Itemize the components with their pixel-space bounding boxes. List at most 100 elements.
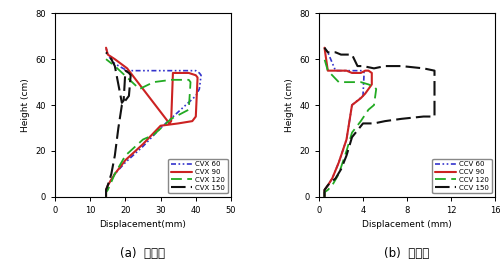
CCV 150 [332, 51, 338, 54]
CVX 150 [120, 99, 126, 102]
CVX 60 [196, 88, 202, 91]
CCV 90 [349, 71, 355, 74]
Legend: CCV 60, CCV 90, CCV 120, CCV 150: CCV 60, CCV 90, CCV 120, CCV 150 [432, 159, 492, 193]
CVX 90 [170, 71, 176, 74]
CCV 150 [420, 115, 426, 118]
X-axis label: Displacement (mm): Displacement (mm) [362, 221, 452, 229]
Y-axis label: Height (cm): Height (cm) [21, 78, 30, 132]
CCV 60 [322, 195, 328, 198]
CCV 120 [322, 58, 328, 61]
CVX 60 [105, 53, 111, 56]
CVX 60 [105, 184, 111, 187]
CCV 60 [336, 161, 342, 164]
CVX 120 [150, 133, 156, 136]
CVX 120 [188, 81, 194, 84]
CCV 60 [332, 69, 338, 72]
CCV 90 [325, 184, 331, 187]
CVX 90 [105, 184, 111, 187]
CCV 120 [344, 81, 349, 84]
Line: CCV 120: CCV 120 [324, 59, 376, 197]
CVX 60 [193, 94, 199, 98]
CCV 120 [366, 108, 372, 111]
CVX 150 [126, 94, 132, 98]
CVX 60 [122, 161, 128, 164]
CVX 150 [122, 99, 128, 102]
CCV 60 [344, 69, 349, 72]
CVX 60 [175, 110, 181, 114]
CCV 120 [325, 188, 331, 192]
CVX 60 [103, 188, 109, 192]
CVX 120 [186, 108, 192, 111]
CCV 150 [327, 181, 333, 185]
CCV 120 [371, 103, 377, 107]
CVX 120 [140, 138, 146, 141]
CVX 60 [112, 62, 118, 65]
CCV 90 [369, 71, 375, 74]
CCV 90 [358, 71, 364, 74]
CCV 120 [373, 88, 379, 91]
CCV 90 [344, 69, 349, 72]
CVX 90 [186, 71, 192, 74]
CCV 90 [366, 69, 372, 72]
CVX 60 [164, 69, 170, 72]
CVX 150 [116, 126, 121, 130]
CCV 120 [322, 195, 328, 198]
CCV 60 [354, 69, 360, 72]
CVX 90 [103, 188, 109, 192]
Legend: CVX 60, CVX 90, CVX 120, CVX 150: CVX 60, CVX 90, CVX 120, CVX 150 [168, 159, 228, 193]
CCV 120 [336, 81, 342, 84]
CVX 90 [193, 115, 199, 118]
CCV 150 [371, 67, 377, 70]
CCV 90 [322, 195, 328, 198]
CVX 120 [168, 78, 174, 81]
CVX 90 [193, 74, 199, 77]
Text: (a)  별록형: (a) 별록형 [120, 247, 166, 260]
CVX 60 [140, 145, 146, 148]
CVX 120 [112, 64, 118, 68]
CCV 120 [371, 85, 377, 88]
CCV 150 [349, 136, 355, 139]
CVX 60 [124, 69, 130, 72]
CCV 120 [329, 184, 335, 187]
CVX 60 [103, 46, 109, 49]
CCV 90 [358, 97, 364, 100]
CVX 120 [105, 188, 111, 192]
CVX 150 [108, 58, 114, 61]
Line: CCV 150: CCV 150 [324, 48, 434, 197]
CVX 90 [105, 53, 111, 56]
CCV 150 [349, 53, 355, 56]
CVX 90 [103, 46, 109, 49]
CCV 120 [322, 191, 328, 194]
CCV 60 [322, 46, 328, 49]
CVX 120 [103, 58, 109, 61]
CVX 150 [103, 51, 109, 54]
Line: CCV 60: CCV 60 [324, 48, 364, 197]
CCV 150 [344, 154, 349, 157]
CCV 60 [329, 177, 335, 180]
CVX 60 [158, 126, 164, 130]
CVX 150 [119, 103, 125, 107]
CCV 150 [398, 64, 404, 68]
CCV 150 [382, 119, 388, 123]
CVX 60 [193, 69, 199, 72]
CCV 120 [358, 81, 364, 84]
CCV 60 [349, 103, 355, 107]
CCV 60 [360, 94, 366, 98]
CVX 150 [108, 172, 114, 176]
CCV 60 [325, 184, 331, 187]
CCV 90 [349, 103, 355, 107]
CVX 90 [194, 76, 200, 79]
CVX 60 [112, 172, 118, 176]
CVX 90 [124, 67, 130, 70]
CVX 90 [140, 143, 146, 146]
Text: (b)  오목형: (b) 오목형 [384, 247, 430, 260]
CVX 150 [112, 64, 118, 68]
CVX 150 [128, 74, 134, 77]
X-axis label: Displacement(mm): Displacement(mm) [100, 221, 186, 229]
CCV 150 [322, 195, 328, 198]
CVX 120 [168, 117, 174, 120]
CCV 90 [362, 69, 368, 72]
CVX 90 [112, 58, 118, 61]
CCV 150 [432, 115, 438, 118]
Y-axis label: Height (cm): Height (cm) [285, 78, 294, 132]
